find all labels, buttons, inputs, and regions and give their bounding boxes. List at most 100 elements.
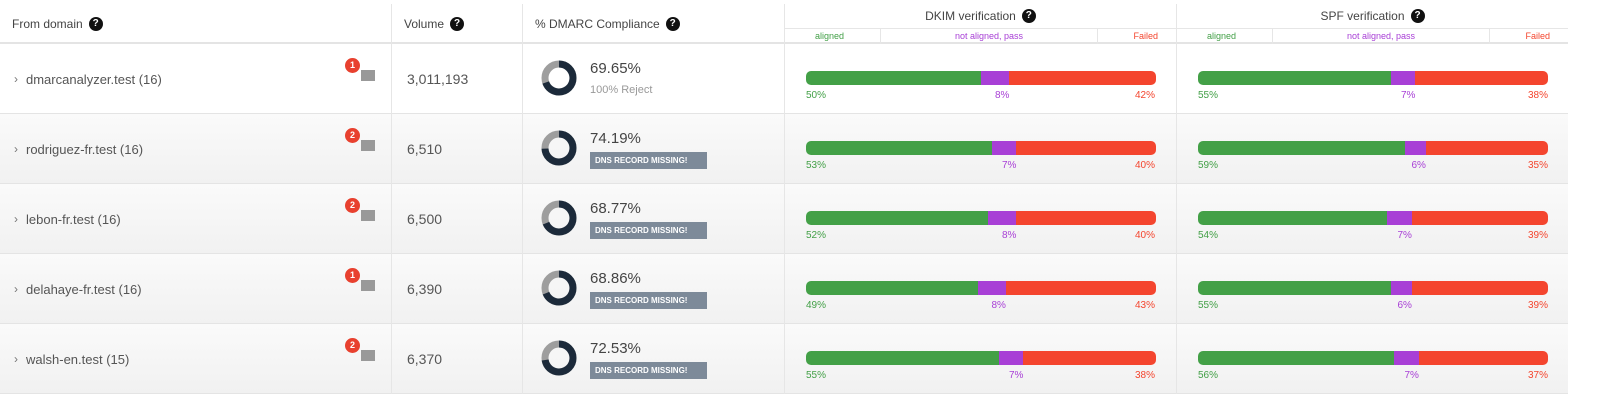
spf-failed-pct: 39% [1527,230,1548,241]
volume-value: 3,011,193 [407,71,469,87]
volume-value: 6,510 [407,141,443,157]
volume-value: 6,370 [407,351,443,367]
spf-bar [1198,351,1548,365]
table-row[interactable]: › dmarcanalyzer.test (16) 1 3,011,193 69… [0,44,1568,114]
dkim-failed-segment [1023,351,1156,365]
table-row[interactable]: › lebon-fr.test (16) 2 6,500 68.77% DNS … [0,184,1568,254]
dkim-aligned-segment [806,211,988,225]
dkim-not-aligned-segment [981,71,1009,85]
dkim-aligned-segment [806,141,992,155]
spf-aligned-segment [1198,71,1391,85]
dkim-failed-segment [1009,71,1156,85]
donut-value [541,270,577,306]
compliance-donut [541,270,577,306]
help-icon[interactable]: ? [88,17,103,31]
chevron-right-icon[interactable]: › [14,352,18,366]
table-row[interactable]: › delahaye-fr.test (16) 1 6,390 68.86% D… [0,254,1568,324]
dkim-cell: 55% 7% 38% [785,324,1177,394]
spf-failed-segment [1411,281,1548,295]
col-from-domain[interactable]: From domain? [0,4,392,44]
policy-note: 100% Reject [590,84,653,96]
col-volume[interactable]: Volume? [392,4,523,44]
spf-not-aligned-pct: 7% [1404,370,1419,381]
spf-aligned-segment [1198,141,1405,155]
domain-name[interactable]: dmarcanalyzer.test (16) [26,71,162,87]
dkim-aligned-pct: 55% [806,370,827,381]
dkim-aligned-segment [806,281,978,295]
domain-name[interactable]: lebon-fr.test (16) [26,211,121,227]
dkim-bar [806,71,1156,85]
dkim-cell: 52% 8% 40% [785,184,1177,254]
compliance-cell: 68.77% DNS RECORD MISSING! [523,184,785,254]
compliance-donut [541,60,577,96]
chevron-right-icon[interactable]: › [14,142,18,156]
chevron-right-icon[interactable]: › [14,212,18,226]
donut-value [541,340,577,376]
help-icon[interactable]: ? [665,17,680,31]
dkim-not-aligned-pct: 8% [1002,230,1017,241]
domain-cell[interactable]: › dmarcanalyzer.test (16) 1 [0,44,392,114]
dkim-aligned-pct: 52% [806,230,827,241]
spf-not-aligned-pct: 7% [1401,90,1416,101]
compliance-pct: 72.53% [590,340,641,357]
donut-value [541,130,577,166]
chevron-right-icon[interactable]: › [14,282,18,296]
dkim-aligned-segment [806,71,981,85]
compliance-pct: 74.19% [590,130,641,147]
col-compliance[interactable]: % DMARC Compliance? [523,4,785,44]
spf-aligned-pct: 54% [1198,230,1219,241]
notification-badge: 2 [345,198,360,213]
spf-aligned-pct: 59% [1198,160,1219,171]
compliance-pct: 68.77% [590,200,641,217]
volume-cell: 6,390 [392,254,523,324]
dns-missing-badge[interactable]: DNS RECORD MISSING! [590,362,707,379]
spf-cell: 54% 7% 39% [1177,184,1569,254]
chevron-right-icon[interactable]: › [14,72,18,86]
spf-cell: 55% 6% 39% [1177,254,1569,324]
sub-not-aligned: not aligned, pass [1272,29,1490,44]
col-spf: SPF verification? aligned not aligned, pa… [1177,4,1568,44]
domain-name[interactable]: rodriguez-fr.test (16) [26,141,144,157]
table-body: › dmarcanalyzer.test (16) 1 3,011,193 69… [0,44,1568,394]
menu-icon[interactable] [361,140,375,151]
domain-cell[interactable]: › lebon-fr.test (16) 2 [0,184,392,254]
spf-failed-pct: 39% [1527,300,1548,311]
help-icon[interactable]: ? [1021,9,1036,23]
volume-cell: 6,510 [392,114,523,184]
help-icon[interactable]: ? [450,17,465,31]
dkim-bar [806,141,1156,155]
table-row[interactable]: › walsh-en.test (15) 2 6,370 72.53% DNS … [0,324,1568,394]
domain-cell[interactable]: › walsh-en.test (15) 2 [0,324,392,394]
domain-table: From domain? Volume? % DMARC Compliance?… [0,4,1568,394]
compliance-donut [541,340,577,376]
spf-aligned-segment [1198,281,1391,295]
spf-not-aligned-segment [1390,281,1412,295]
spf-not-aligned-segment [1404,141,1426,155]
menu-icon[interactable] [361,350,375,361]
dns-missing-badge[interactable]: DNS RECORD MISSING! [590,292,707,309]
table-row[interactable]: › rodriguez-fr.test (16) 2 6,510 74.19% … [0,114,1568,184]
domain-cell[interactable]: › rodriguez-fr.test (16) 2 [0,114,392,184]
spf-aligned-segment [1198,211,1387,225]
menu-icon[interactable] [361,280,375,291]
dkim-failed-pct: 43% [1134,300,1155,311]
menu-icon[interactable] [361,70,375,81]
spf-cell: 59% 6% 35% [1177,114,1569,184]
dns-missing-badge[interactable]: DNS RECORD MISSING! [590,152,707,169]
dkim-not-aligned-pct: 7% [1002,160,1017,171]
compliance-donut [541,200,577,236]
help-icon[interactable]: ? [1410,9,1425,23]
domain-name[interactable]: delahaye-fr.test (16) [26,281,142,297]
domain-name[interactable]: walsh-en.test (15) [26,351,130,367]
col-label: % DMARC Compliance [535,17,660,31]
dkim-not-aligned-segment [977,281,1006,295]
dns-missing-badge[interactable]: DNS RECORD MISSING! [590,222,707,239]
volume-value: 6,500 [407,211,443,227]
spf-failed-pct: 37% [1527,370,1548,381]
notification-badge: 2 [345,128,360,143]
menu-icon[interactable] [361,210,375,221]
dkim-cell: 50% 8% 42% [785,44,1177,114]
domain-cell[interactable]: › delahaye-fr.test (16) 1 [0,254,392,324]
dkim-cell: 53% 7% 40% [785,114,1177,184]
spf-not-aligned-segment [1394,351,1419,365]
